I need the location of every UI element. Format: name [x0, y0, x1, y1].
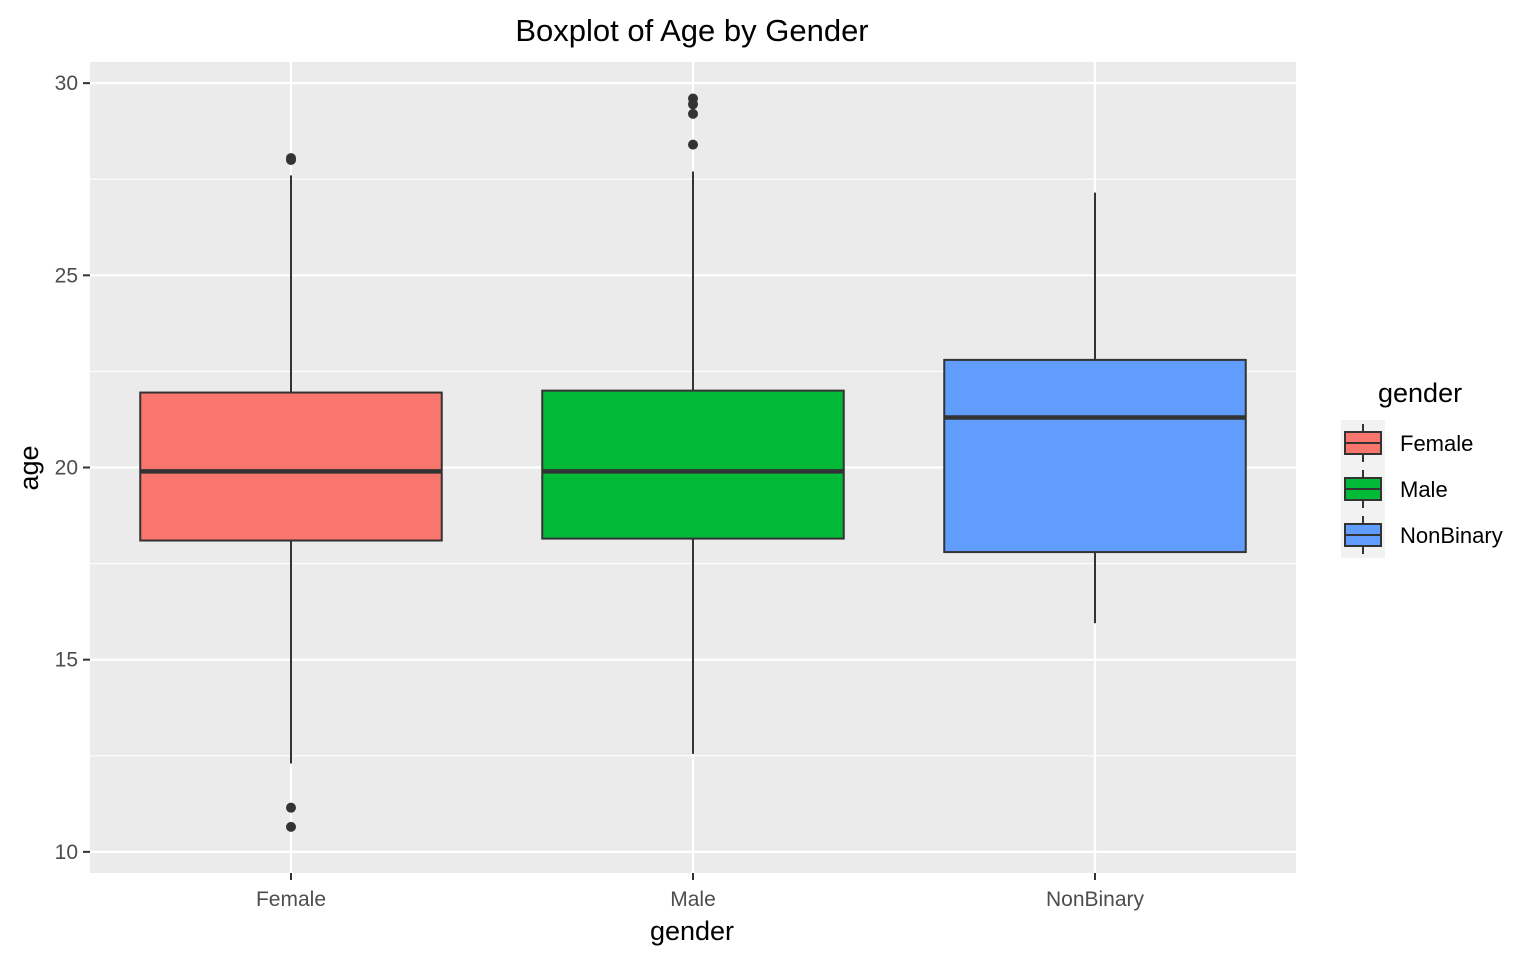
- outlier-point: [286, 153, 296, 164]
- outlier-point: [286, 802, 296, 813]
- box-group: [139, 93, 1247, 832]
- x-tick-label: Male: [670, 888, 716, 911]
- y-axis-title: age: [14, 445, 44, 490]
- legend-label: NonBinary: [1400, 523, 1503, 548]
- box-body: [541, 389, 845, 540]
- y-tick-label: 30: [55, 72, 78, 95]
- legend-item-nonbinary: NonBinary: [1341, 512, 1503, 558]
- outlier-point: [688, 99, 698, 110]
- box-nonbinary: [943, 192, 1247, 624]
- x-axis: Female Male NonBinary: [256, 873, 1145, 911]
- legend-title: gender: [1378, 378, 1462, 408]
- legend-item-female: Female: [1341, 420, 1473, 466]
- legend-label: Female: [1400, 431, 1473, 456]
- legend-label: Male: [1400, 477, 1448, 502]
- x-tick-label: NonBinary: [1046, 888, 1145, 911]
- outlier-point: [688, 108, 698, 119]
- outlier-point: [286, 821, 296, 832]
- box-body: [139, 391, 443, 542]
- y-tick-label: 10: [55, 841, 78, 864]
- x-tick-label: Female: [256, 888, 326, 911]
- legend-item-male: Male: [1341, 466, 1448, 512]
- y-tick-label: 20: [55, 457, 78, 480]
- box-body: [943, 358, 1247, 554]
- y-tick-label: 25: [55, 264, 78, 287]
- x-axis-title: gender: [650, 916, 734, 946]
- chart-title: Boxplot of Age by Gender: [515, 13, 868, 48]
- y-axis: 10 15 20 25 30: [55, 72, 90, 864]
- box-male: [541, 93, 845, 754]
- box-female: [139, 153, 443, 832]
- y-tick-label: 15: [55, 649, 78, 672]
- outlier-point: [688, 139, 698, 150]
- legend: gender Female Male NonBinary: [1341, 378, 1503, 558]
